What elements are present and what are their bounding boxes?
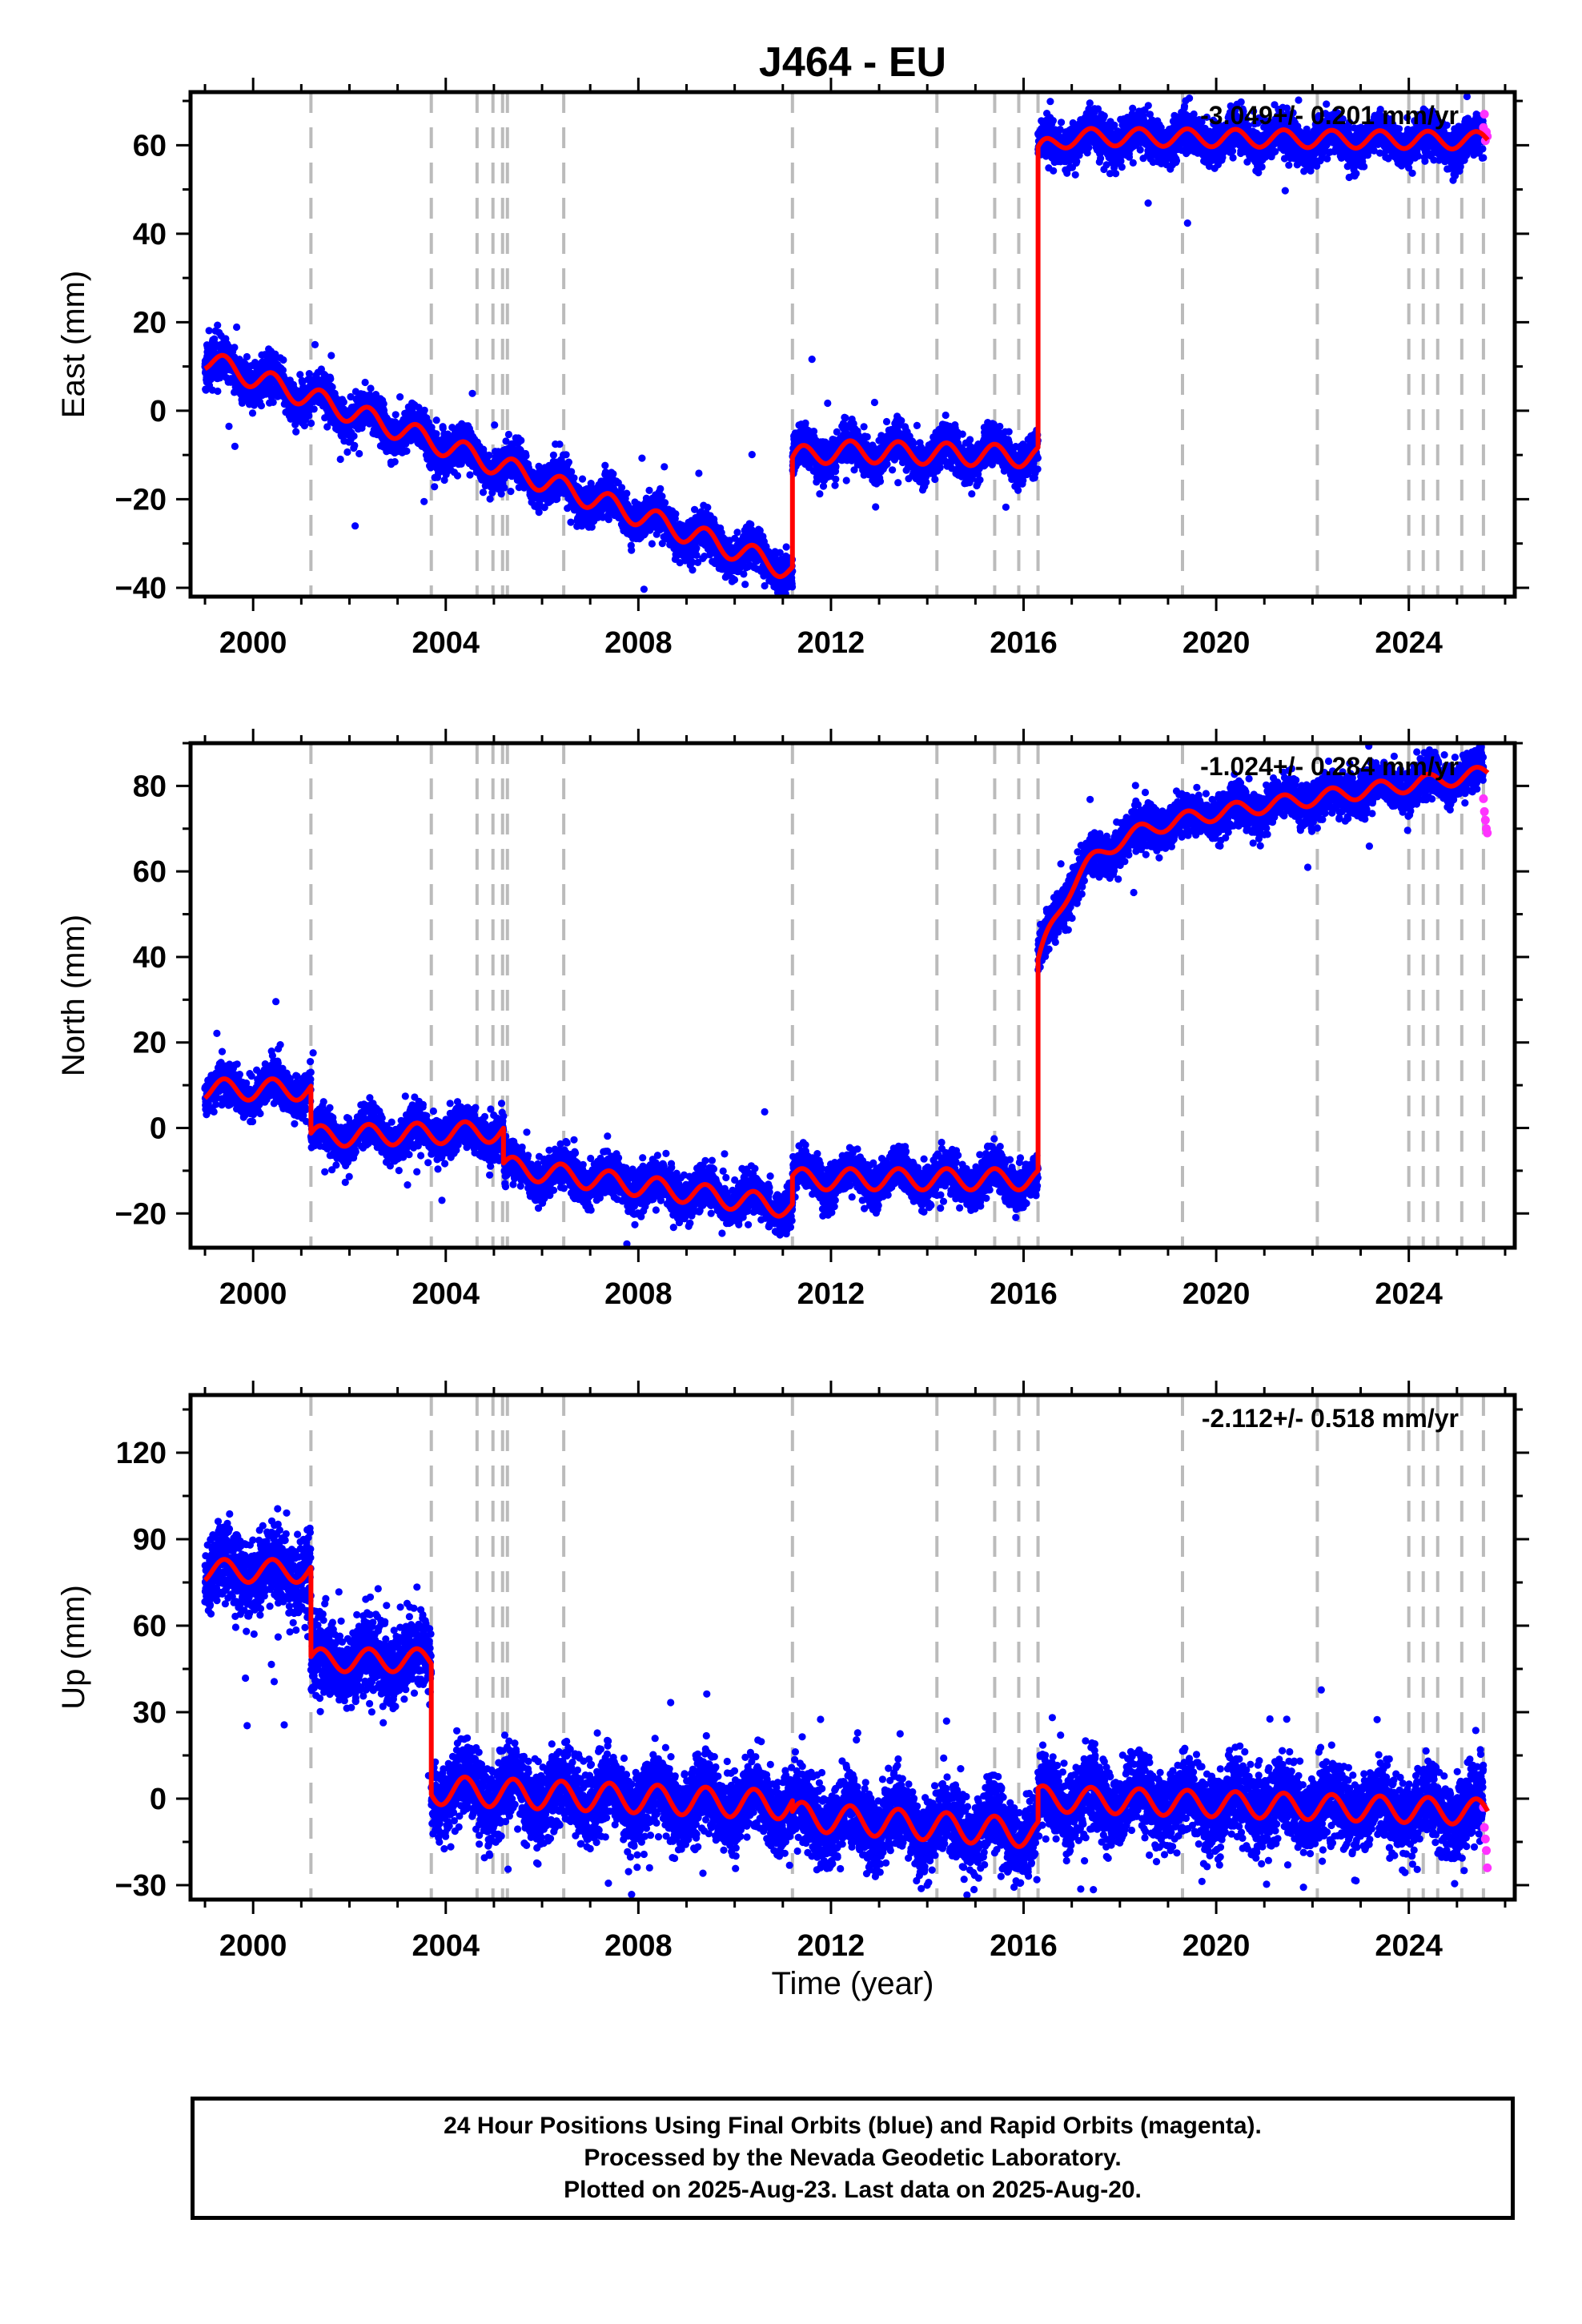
- plot-area: [201, 92, 1492, 597]
- footer-box: 24 Hour Positions Using Final Orbits (bl…: [191, 2097, 1515, 2220]
- footer-line-3: Plotted on 2025-Aug-23. Last data on 202…: [564, 2174, 1142, 2206]
- x-tick-label: 2020: [1182, 1277, 1251, 1311]
- plot-area: [201, 1395, 1492, 1900]
- y-tick-label: −20: [115, 1197, 167, 1231]
- y-tick-label: −30: [115, 1869, 167, 1903]
- y-tick-label: 0: [150, 1783, 167, 1816]
- y-tick-label: 20: [133, 1027, 167, 1060]
- x-tick-label: 2016: [990, 626, 1058, 660]
- footer-line-2: Processed by the Nevada Geodetic Laborat…: [584, 2142, 1121, 2174]
- y-tick-label: 40: [133, 218, 167, 251]
- y-axis-label: Up (mm): [56, 1585, 91, 1710]
- rapid-orbit-point: [1482, 1846, 1492, 1856]
- x-tick-label: 2012: [797, 626, 865, 660]
- x-tick-label: 2024: [1375, 626, 1443, 660]
- x-tick-label: 2024: [1375, 1277, 1443, 1311]
- y-axis-label: East (mm): [56, 271, 91, 418]
- y-tick-label: 20: [133, 306, 167, 340]
- x-tick-label: 2012: [797, 1929, 865, 1963]
- x-tick-label: 2004: [412, 1929, 480, 1963]
- rapid-orbit-point: [1479, 794, 1488, 803]
- plot-frame: [188, 1393, 1517, 1902]
- rapid-orbit-point: [1480, 806, 1489, 816]
- x-tick-label: 2024: [1375, 1929, 1443, 1963]
- rapid-orbit-point: [1480, 110, 1489, 119]
- x-tick-label: 2016: [990, 1277, 1058, 1311]
- y-tick-label: −20: [115, 483, 167, 517]
- x-tick-label: 2008: [604, 626, 673, 660]
- up-panel: 2000 2004 2008 2012 2016 2020 2024 −30 0 30 60 90 12…: [56, 1381, 1529, 1963]
- rapid-orbit-point: [1483, 828, 1492, 838]
- x-tick-label: 2000: [219, 1929, 287, 1963]
- y-axis-label: North (mm): [56, 915, 91, 1076]
- x-tick-label: 2000: [219, 1277, 287, 1311]
- east-panel: 2000 2004 2008 2012 2016 2020 2024 −40 −20 0 20 40 6…: [56, 78, 1529, 660]
- plot-area: [201, 743, 1492, 1248]
- y-tick-label: 60: [133, 855, 167, 889]
- y-tick-label: 30: [133, 1696, 167, 1730]
- velocity-label: -2.112+/- 0.518 mm/yr: [1202, 1404, 1459, 1433]
- rapid-orbit-point: [1483, 1863, 1492, 1872]
- footer-line-1: 24 Hour Positions Using Final Orbits (bl…: [444, 2110, 1262, 2142]
- rapid-orbit-point: [1480, 1823, 1489, 1832]
- y-tick-label: 80: [133, 770, 167, 803]
- y-tick-label: 40: [133, 941, 167, 975]
- y-tick-label: 60: [133, 1610, 167, 1643]
- y-tick-label: 60: [133, 129, 167, 163]
- north-panel: 2000 2004 2008 2012 2016 2020 2024 −20 0 20 40 60 80…: [56, 729, 1529, 1311]
- plot-frame: [188, 90, 1517, 599]
- x-tick-label: 2004: [412, 1277, 480, 1311]
- x-tick-label: 2008: [604, 1277, 673, 1311]
- velocity-label: -3.049+/- 0.201 mm/yr: [1200, 101, 1459, 130]
- x-tick-label: 2012: [797, 1277, 865, 1311]
- x-tick-label: 2020: [1182, 626, 1251, 660]
- final-orbit-points: [201, 1505, 1488, 1900]
- model-curve: [203, 765, 1490, 1219]
- rapid-orbit-point: [1480, 815, 1490, 825]
- x-tick-label: 2000: [219, 626, 287, 660]
- y-tick-label: 120: [116, 1437, 167, 1470]
- x-tick-label: 2016: [990, 1929, 1058, 1963]
- y-tick-label: 90: [133, 1523, 167, 1557]
- model-curve: [203, 1557, 1490, 1849]
- y-tick-label: −40: [115, 572, 167, 605]
- y-tick-label: 0: [150, 1112, 167, 1146]
- velocity-label: -1.024+/- 0.284 mm/yr: [1200, 752, 1459, 781]
- plot-frame: [188, 741, 1517, 1250]
- x-axis-label: Time (year): [772, 1966, 934, 2001]
- x-tick-label: 2020: [1182, 1929, 1251, 1963]
- rapid-orbit-point: [1480, 1834, 1490, 1844]
- x-tick-label: 2004: [412, 626, 480, 660]
- x-tick-label: 2008: [604, 1929, 673, 1963]
- model-curve: [203, 126, 1490, 580]
- page-title: J464 - EU: [759, 39, 946, 86]
- y-tick-label: 0: [150, 395, 167, 428]
